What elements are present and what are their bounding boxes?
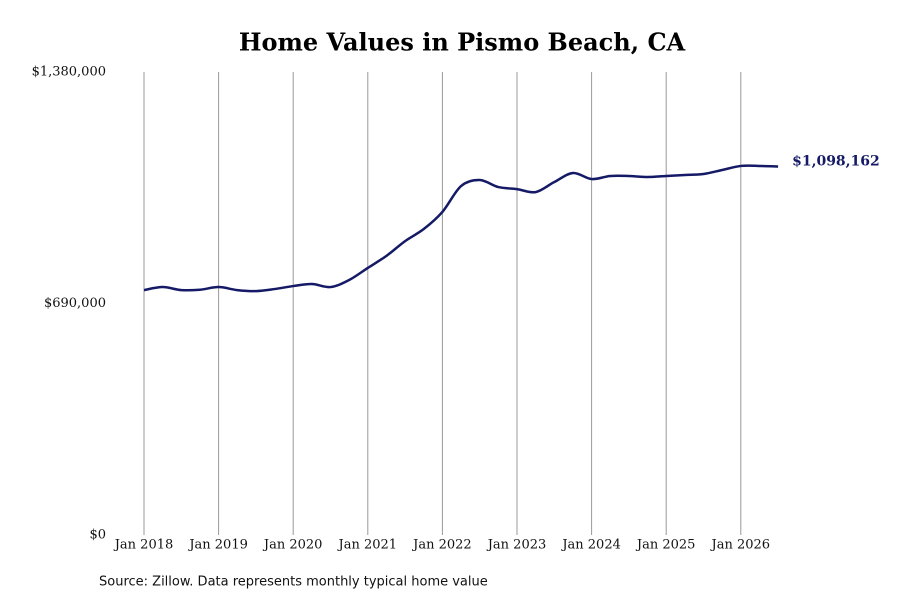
x-tick-label: Jan 2021: [337, 538, 398, 553]
value-label: $1,098,162: [792, 154, 880, 170]
x-tick-label: Jan 2022: [411, 538, 472, 553]
x-tick-label: Jan 2026: [710, 538, 771, 553]
x-tick-label: Jan 2018: [113, 538, 174, 553]
source-note: Source: Zillow. Data represents monthly …: [99, 575, 488, 590]
line-series: [143, 164, 779, 293]
y-tick-label: $690,000: [44, 296, 106, 311]
x-tick-label: Jan 2019: [187, 538, 248, 553]
x-tick-label: Jan 2024: [560, 538, 621, 553]
x-tick-label: Jan 2025: [635, 538, 696, 553]
x-tick-label: Jan 2020: [262, 538, 323, 553]
y-tick-label: $0: [89, 528, 106, 543]
x-tick-label: Jan 2023: [486, 538, 547, 553]
y-tick-label: $1,380,000: [32, 65, 106, 80]
chart-title: Home Values in Pismo Beach, CA: [239, 28, 686, 57]
